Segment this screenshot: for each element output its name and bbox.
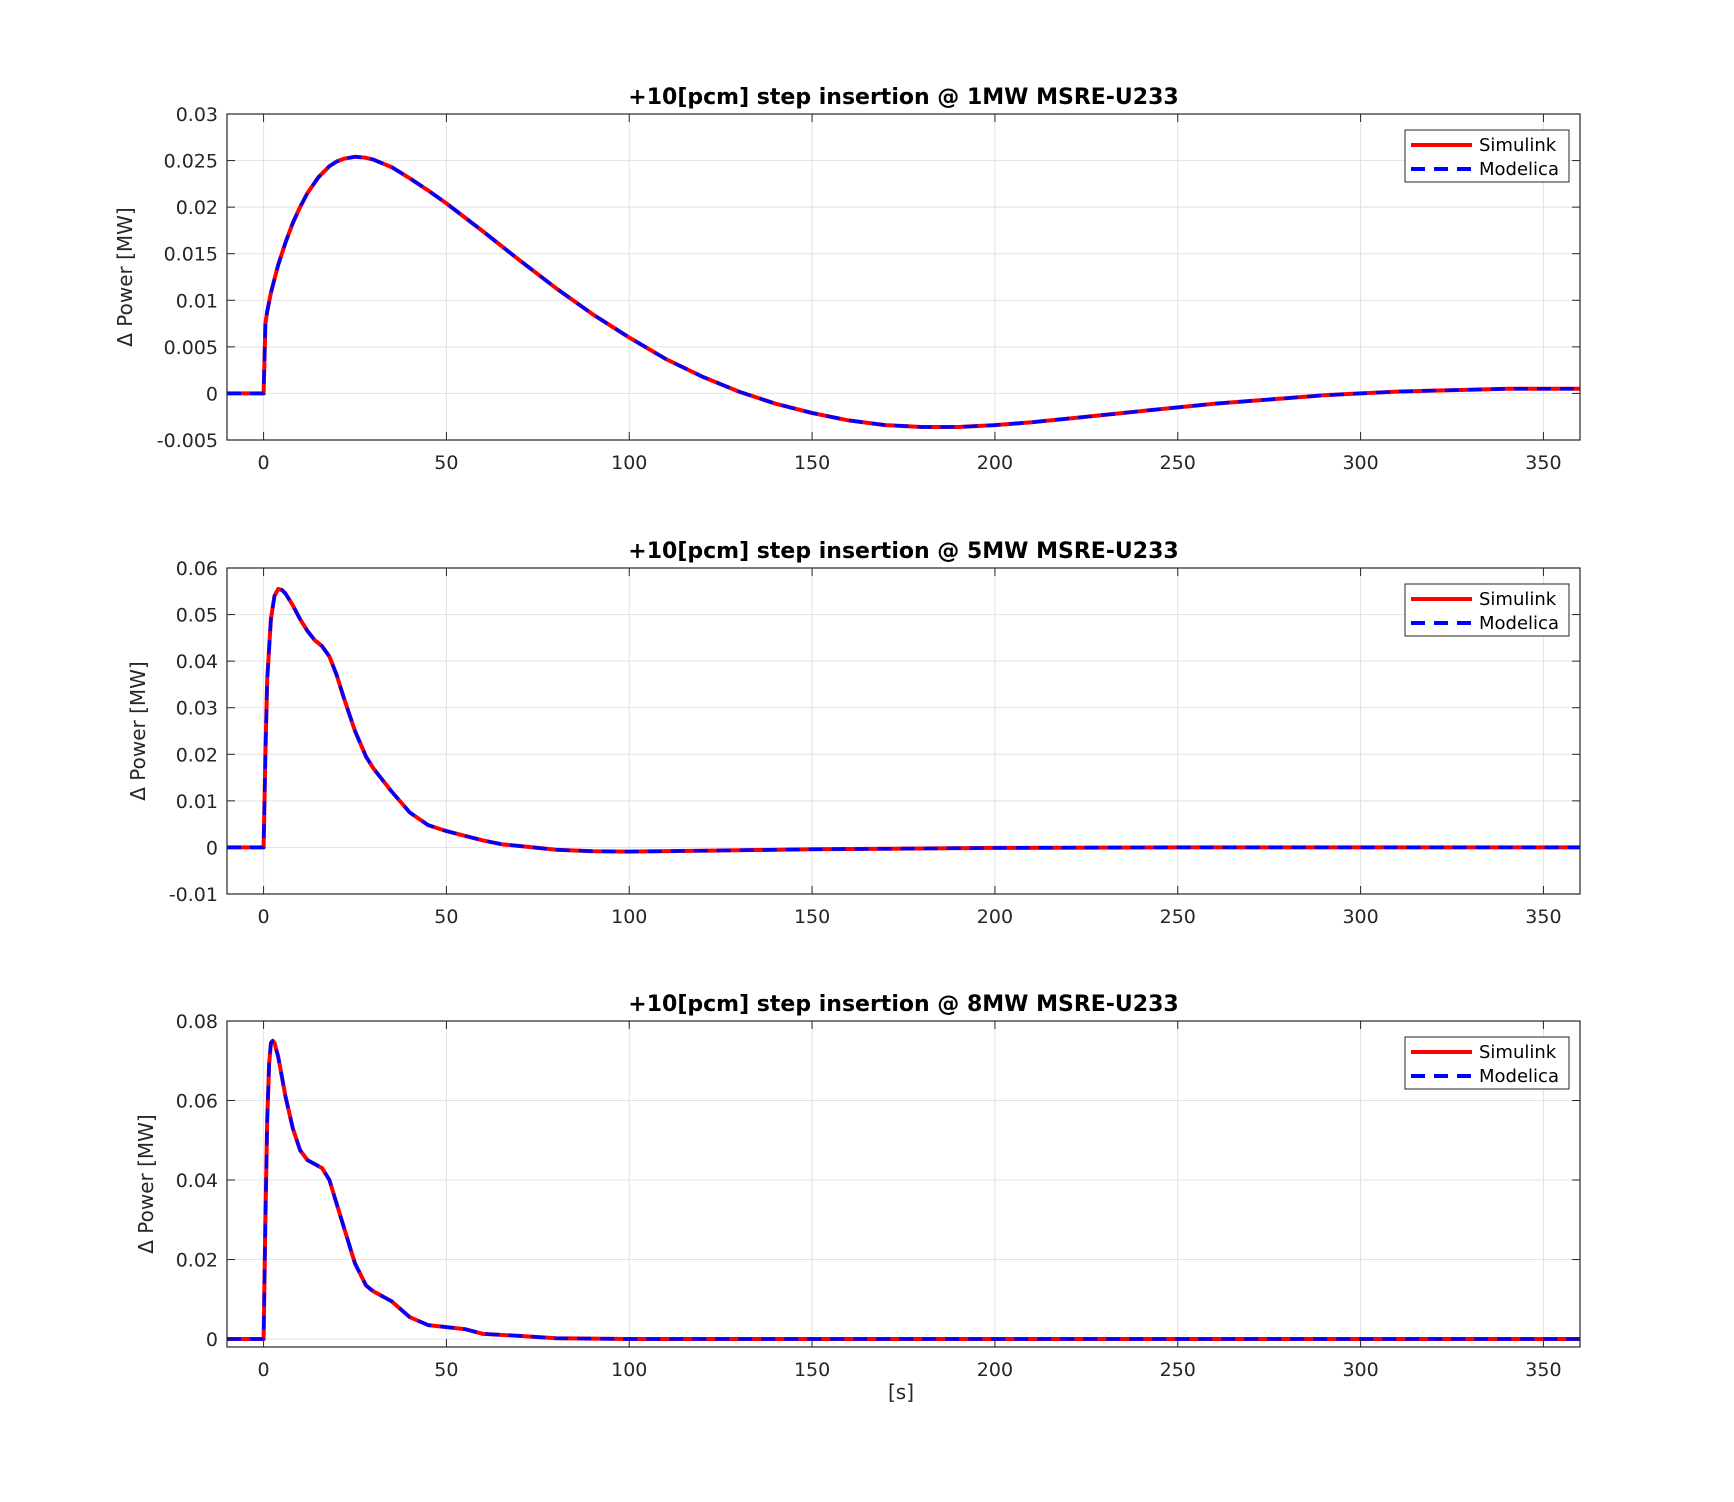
x-tick-label: 0 — [258, 906, 270, 928]
chart-title: +10[pcm] step insertion @ 1MW MSRE-U233 — [628, 85, 1178, 110]
y-tick-label: 0 — [206, 1329, 218, 1351]
x-tick-label: 50 — [434, 452, 458, 474]
y-tick-label: 0.04 — [176, 1170, 218, 1192]
legend-label-simulink: Simulink — [1479, 135, 1557, 156]
y-tick-label: 0.06 — [176, 558, 218, 580]
x-tick-label: 300 — [1342, 906, 1378, 928]
x-tick-label: 100 — [611, 452, 647, 474]
series-line-modelica — [227, 587, 1580, 854]
series-lines — [227, 154, 1580, 429]
x-tick-label: 200 — [977, 452, 1013, 474]
legend: Simulink Modelica — [1404, 129, 1570, 183]
y-tick-label: -0.005 — [157, 430, 218, 452]
legend-label-simulink: Simulink — [1479, 589, 1557, 610]
series-line-modelica — [227, 155, 1580, 429]
chart-title: +10[pcm] step insertion @ 5MW MSRE-U233 — [628, 539, 1178, 564]
x-axis-label: [s] — [888, 1380, 914, 1404]
y-tick-label: 0.05 — [176, 605, 218, 627]
y-axis-label: Δ Power [MW] — [113, 207, 137, 347]
legend-label-simulink: Simulink — [1479, 1042, 1557, 1063]
x-tick-label: 250 — [1160, 906, 1196, 928]
y-axis-label: Δ Power [MW] — [126, 661, 150, 801]
x-tick-label: 300 — [1342, 1359, 1378, 1381]
series-lines — [227, 587, 1580, 854]
y-tick-label: 0.02 — [176, 197, 218, 219]
x-tick-label: 0 — [258, 1359, 270, 1381]
tick-marks: 0 50 100 150 200 250 300 350 -0.005 0 0.005 0.01 0.0… — [157, 104, 1580, 474]
y-tick-label: 0.02 — [176, 744, 218, 766]
x-tick-label: 100 — [611, 1359, 647, 1381]
chart-panel-1: 0 50 100 150 200 250 300 350 -0.005 0 0.005 0.01 0.0… — [113, 85, 1581, 474]
x-tick-label: 0 — [258, 452, 270, 474]
axes-box — [226, 113, 1581, 441]
legend-box — [1404, 129, 1570, 183]
x-tick-label: 200 — [977, 1359, 1013, 1381]
y-tick-label: 0.015 — [164, 244, 218, 266]
x-tick-label: 350 — [1525, 452, 1561, 474]
x-tick-label: 150 — [794, 906, 830, 928]
x-tick-label: 250 — [1160, 452, 1196, 474]
x-tick-label: 350 — [1525, 906, 1561, 928]
legend-box — [1404, 583, 1570, 637]
y-tick-label: 0.08 — [176, 1011, 218, 1033]
x-tick-label: 300 — [1342, 452, 1378, 474]
chart-panel-3: 0 50 100 150 200 250 300 350 0 0.02 0.04 0.06 0.08 +… — [134, 992, 1581, 1404]
x-tick-label: 50 — [434, 906, 458, 928]
y-tick-label: 0.06 — [176, 1091, 218, 1113]
series-line-modelica — [227, 1039, 1580, 1341]
y-tick-label: 0.03 — [176, 104, 218, 126]
y-tick-label: 0 — [206, 383, 218, 405]
x-tick-label: 250 — [1160, 1359, 1196, 1381]
x-tick-label: 150 — [794, 1359, 830, 1381]
x-tick-label: 200 — [977, 906, 1013, 928]
y-tick-label: 0.01 — [176, 290, 218, 312]
x-tick-label: 350 — [1525, 1359, 1561, 1381]
tick-marks: 0 50 100 150 200 250 300 350 0 0.02 0.04 0.06 0.08 — [176, 1011, 1580, 1381]
chart-title: +10[pcm] step insertion @ 8MW MSRE-U233 — [628, 992, 1178, 1017]
y-tick-label: 0.04 — [176, 651, 218, 673]
y-tick-label: 0.02 — [176, 1250, 218, 1272]
legend-label-modelica: Modelica — [1479, 159, 1559, 180]
y-tick-label: 0 — [206, 837, 218, 859]
y-tick-label: 0.03 — [176, 698, 218, 720]
legend: Simulink Modelica — [1404, 583, 1570, 637]
axes-box — [226, 567, 1581, 895]
y-tick-label: 0.025 — [164, 151, 218, 173]
legend-label-modelica: Modelica — [1479, 613, 1559, 634]
y-tick-label: -0.01 — [169, 884, 218, 906]
x-tick-label: 150 — [794, 452, 830, 474]
y-tick-label: 0.005 — [164, 337, 218, 359]
y-axis-label: Δ Power [MW] — [134, 1114, 158, 1254]
chart-panel-2: 0 50 100 150 200 250 300 350 -0.01 0 0.01 0.02 0.03 0… — [126, 539, 1581, 928]
x-tick-label: 100 — [611, 906, 647, 928]
legend: Simulink Modelica — [1404, 1036, 1570, 1090]
legend-box — [1404, 1036, 1570, 1090]
x-tick-label: 50 — [434, 1359, 458, 1381]
y-tick-label: 0.01 — [176, 791, 218, 813]
axes-box — [226, 1020, 1581, 1348]
legend-label-modelica: Modelica — [1479, 1066, 1559, 1087]
series-lines — [227, 1038, 1580, 1341]
tick-marks: 0 50 100 150 200 250 300 350 -0.01 0 0.01 0.02 0.03 0… — [169, 558, 1580, 928]
